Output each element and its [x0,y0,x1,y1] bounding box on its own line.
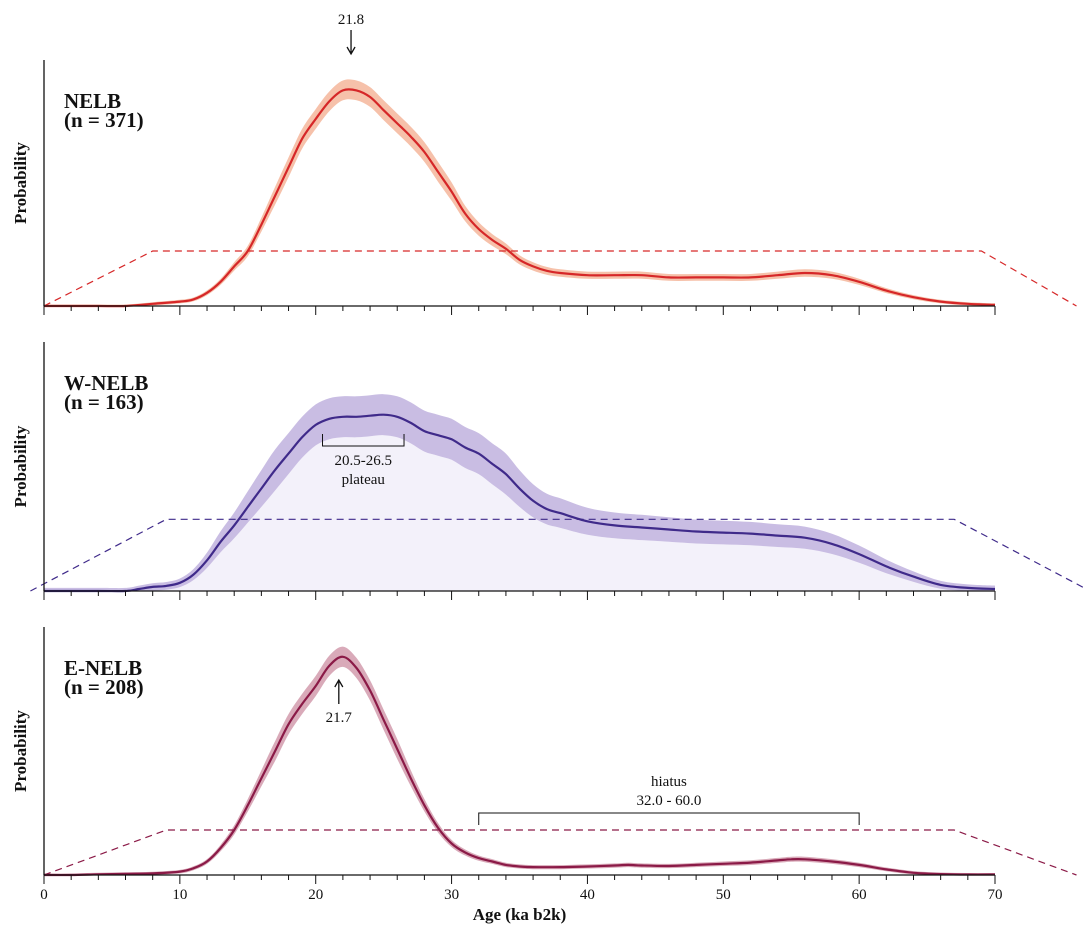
nelb-peak-label: 21.8 [338,12,364,28]
x-tick-label: 0 [40,887,48,903]
x-tick-label: 40 [580,887,595,903]
nelb-panel-count: (n = 371) [64,108,144,132]
x-tick-label: 10 [172,887,187,903]
x-tick-label: 60 [852,887,867,903]
w-nelb-probability-line [44,413,996,593]
panel-nelb: NELB (n = 371) Probability 21.8 [11,12,1077,315]
x-tick-label: 20 [308,887,323,903]
e-nelb-panel-count: (n = 208) [64,675,144,699]
w-nelb-uncertainty-band [44,394,995,592]
w-nelb-panel-count: (n = 163) [64,390,144,414]
e-nelb-hiatus-bracket [478,812,860,825]
e-nelb-peak-arrow [334,678,344,704]
e-nelb-panel-title: E-NELB [64,656,142,680]
e-nelb-annotations: 21.7 hiatus 32.0 - 60.0 [326,678,860,825]
x-tick-label: 70 [988,887,1003,903]
nelb-dashed-envelope [43,250,1077,307]
w-nelb-dashed-envelope [30,518,1083,592]
e-nelb-uncertainty-band [44,646,995,876]
e-nelb-dashed-envelope [43,829,1077,876]
w-nelb-plateau-label: plateau [342,472,386,488]
w-nelb-plateau-range: 20.5-26.5 [335,453,393,469]
x-tick-label: 30 [444,887,459,903]
nelb-annotations: 21.8 [338,12,364,56]
x-axis-label: Age (ka b2k) [473,905,567,924]
x-tick-label: 50 [716,887,731,903]
w-nelb-plateau-bracket [322,434,405,447]
nelb-x-ticks [43,306,996,315]
w-nelb-annotations: 20.5-26.5 plateau [322,434,405,488]
x-tick-labels: 0 10 20 30 40 50 60 70 [40,887,1002,903]
panel-w-nelb: W-NELB (n = 163) Probability 20.5-26.5 p… [11,342,1083,600]
nelb-panel-title: NELB [64,89,121,113]
e-nelb-probability-line [43,655,996,877]
e-nelb-hiatus-range: 32.0 - 60.0 [636,793,701,809]
w-nelb-underfill [44,435,995,592]
nelb-uncertainty-band [44,79,995,307]
e-nelb-y-axis-label: Probability [11,710,30,792]
e-nelb-peak-label: 21.7 [326,710,353,726]
nelb-peak-arrow [346,30,356,56]
nelb-y-axis-label: Probability [11,142,30,224]
w-nelb-panel-title: W-NELB [64,371,148,395]
e-nelb-x-ticks [43,875,996,884]
w-nelb-y-axis-label: Probability [11,425,30,507]
w-nelb-x-ticks [43,591,996,600]
panel-e-nelb: 0 10 20 30 40 50 60 70 E-NELB (n = 208) Probabi… [11,627,1077,924]
e-nelb-hiatus-label: hiatus [651,774,687,790]
nelb-probability-line [44,88,996,308]
